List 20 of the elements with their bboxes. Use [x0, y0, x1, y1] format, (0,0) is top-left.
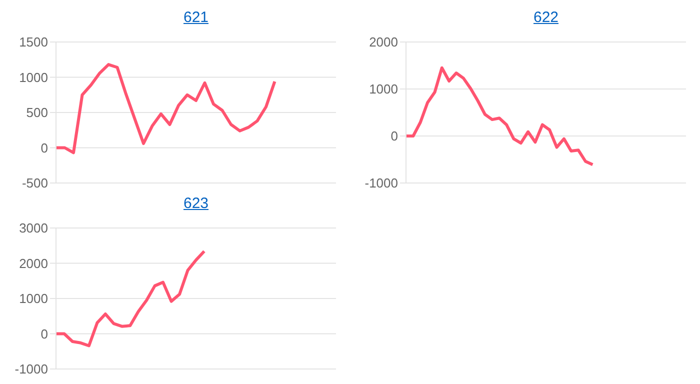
y-tick-label: 0	[40, 326, 48, 342]
y-tick-label: 1000	[19, 70, 48, 85]
y-tick-label: 3000	[19, 220, 48, 236]
chart-title: 623	[182, 194, 210, 214]
y-tick-label: -1000	[14, 362, 48, 377]
y-tick-label: 500	[26, 105, 48, 120]
y-tick-label: 2000	[19, 256, 48, 271]
y-tick-label: 0	[390, 128, 398, 144]
y-tick-label: 1500	[19, 34, 48, 50]
y-tick-label: 1000	[369, 82, 398, 97]
y-tick-label: 0	[40, 140, 48, 156]
line-series	[404, 66, 594, 166]
y-tick-label: -1000	[364, 176, 398, 191]
chart-title: 622	[532, 8, 560, 28]
chart-title: 621	[182, 8, 210, 28]
y-tick-label: 1000	[19, 291, 48, 306]
y-tick-label: -500	[22, 176, 48, 191]
line-series	[54, 250, 206, 348]
y-tick-label: 2000	[369, 34, 398, 50]
line-series	[54, 63, 276, 154]
